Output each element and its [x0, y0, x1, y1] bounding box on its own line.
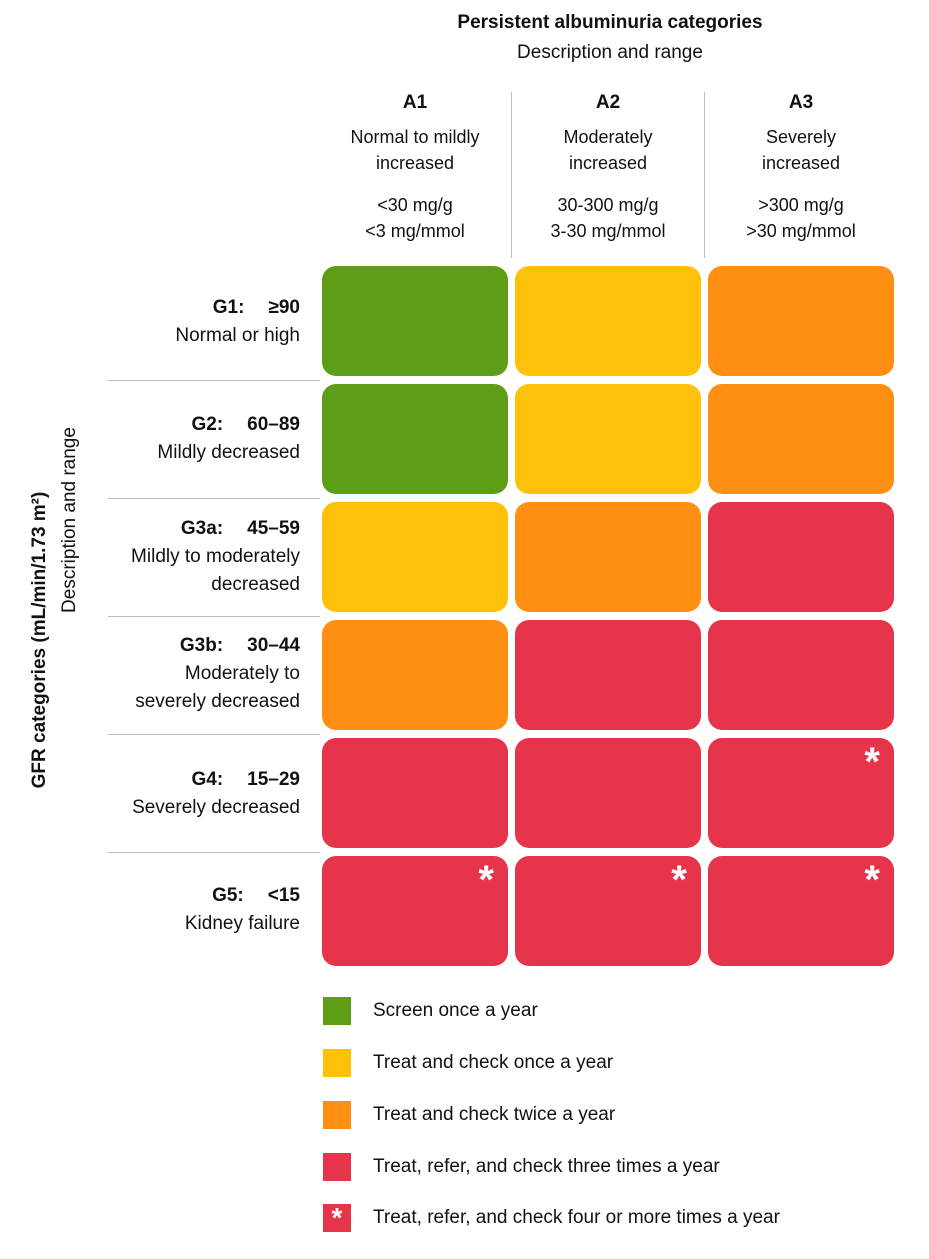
column-header-a3: A3 Severely increased >300 mg/g >30 mg/m… [708, 90, 894, 244]
row-desc-line1: Normal or high [175, 325, 300, 346]
row-range: 45–59 [247, 518, 300, 539]
row-label-g3b: G3b: 30–44 Moderately to severely decreas… [100, 632, 300, 716]
column-desc-line2: increased [568, 153, 648, 173]
risk-cell-g3b-a1 [322, 620, 508, 730]
albuminuria-header-subtitle: Description and range [517, 42, 703, 63]
row-range: <15 [267, 885, 300, 906]
legend-label: Treat and check twice a year [373, 1104, 616, 1125]
row-divider [108, 498, 320, 499]
row-divider [108, 734, 320, 735]
row-desc-line1: Mildly to moderately [131, 546, 300, 567]
column-divider [511, 92, 512, 258]
column-range-line1: <30 mg/g [377, 195, 453, 215]
row-divider [108, 852, 320, 853]
row-desc-line2: severely decreased [135, 691, 300, 712]
risk-cell-g3a-a3 [708, 502, 894, 612]
legend-item: * Treat, refer, and check four or more ti… [323, 1202, 780, 1233]
column-code: A1 [402, 92, 428, 113]
risk-cell-g5-a3: * [708, 856, 894, 966]
risk-cell-g5-a1: * [322, 856, 508, 966]
column-desc-line1: Severely [765, 127, 837, 147]
legend-item: Treat, refer, and check three times a ye… [323, 1153, 720, 1181]
legend-item: Treat and check twice a year [323, 1101, 615, 1129]
row-desc-line2: decreased [211, 574, 300, 595]
albuminuria-header-title: Persistent albuminuria categories [457, 12, 763, 33]
risk-cell-g2-a2 [515, 384, 701, 494]
row-code: G3a: [180, 518, 224, 539]
row-desc-line1: Moderately to [184, 663, 300, 684]
row-label-g1: G1: ≥90 Normal or high [100, 294, 300, 350]
legend-swatch [323, 1101, 351, 1129]
risk-cell-g4-a3: * [708, 738, 894, 848]
row-divider [108, 380, 320, 381]
risk-cell-g1-a1 [322, 266, 508, 376]
risk-cell-g5-a2: * [515, 856, 701, 966]
asterisk-icon: * [864, 740, 880, 784]
risk-cell-g4-a2 [515, 738, 701, 848]
risk-cell-g2-a1 [322, 384, 508, 494]
column-header-a1: A1 Normal to mildly increased <30 mg/g <… [322, 90, 508, 244]
legend-swatch [323, 1153, 351, 1181]
gfr-side-subtitle: Description and range [59, 427, 80, 613]
risk-cell-g3b-a3 [708, 620, 894, 730]
legend-item: Screen once a year [323, 997, 538, 1025]
legend-label: Treat, refer, and check four or more tim… [373, 1207, 780, 1228]
asterisk-icon: * [331, 1202, 343, 1233]
risk-cell-g2-a3 [708, 384, 894, 494]
column-code: A2 [595, 92, 621, 113]
column-range-line1: 30-300 mg/g [557, 195, 659, 215]
column-range-line2: 3-30 mg/mmol [550, 221, 666, 241]
risk-cell-g1-a3 [708, 266, 894, 376]
column-range-line2: >30 mg/mmol [746, 221, 856, 241]
legend-label: Treat, refer, and check three times a ye… [373, 1156, 720, 1177]
legend-swatch [323, 997, 351, 1025]
asterisk-icon: * [864, 858, 880, 902]
gfr-side-title: GFR categories (mL/min/1.73 m²) [29, 491, 50, 789]
column-divider [704, 92, 705, 258]
row-divider [108, 616, 320, 617]
row-range: 60–89 [247, 414, 300, 435]
column-desc-line1: Normal to mildly [350, 127, 480, 147]
risk-cell-g4-a1 [322, 738, 508, 848]
row-code: G3b: [179, 635, 224, 656]
row-label-g3a: G3a: 45–59 Mildly to moderately decreased [100, 515, 300, 599]
row-desc-line1: Mildly decreased [157, 442, 300, 463]
asterisk-icon: * [671, 858, 687, 902]
row-code: G2: [191, 414, 224, 435]
row-code: G5: [212, 885, 244, 906]
legend-label: Treat and check once a year [373, 1052, 614, 1073]
column-desc-line2: increased [375, 153, 455, 173]
risk-cell-g3b-a2 [515, 620, 701, 730]
risk-cell-g3a-a1 [322, 502, 508, 612]
row-range: ≥90 [268, 297, 300, 318]
risk-cell-g3a-a2 [515, 502, 701, 612]
column-range-line2: <3 mg/mmol [365, 221, 465, 241]
row-code: G4: [191, 769, 224, 790]
column-header-a2: A2 Moderately increased 30-300 mg/g 3-30… [515, 90, 701, 244]
column-desc-line2: increased [761, 153, 841, 173]
row-label-g5: G5: <15 Kidney failure [100, 882, 300, 938]
legend-swatch: * [323, 1202, 351, 1233]
row-label-g2: G2: 60–89 Mildly decreased [100, 411, 300, 467]
legend-label: Screen once a year [373, 1000, 538, 1021]
row-desc-line1: Kidney failure [184, 913, 300, 934]
risk-cell-g1-a2 [515, 266, 701, 376]
column-range-line1: >300 mg/g [758, 195, 844, 215]
asterisk-icon: * [478, 858, 494, 902]
row-label-g4: G4: 15–29 Severely decreased [100, 766, 300, 822]
row-range: 15–29 [247, 769, 300, 790]
column-code: A3 [788, 92, 814, 113]
row-desc-line1: Severely decreased [132, 797, 300, 818]
row-code: G1: [212, 297, 245, 318]
row-range: 30–44 [247, 635, 300, 656]
column-desc-line1: Moderately [563, 127, 653, 147]
legend-swatch [323, 1049, 351, 1077]
legend-item: Treat and check once a year [323, 1049, 613, 1077]
